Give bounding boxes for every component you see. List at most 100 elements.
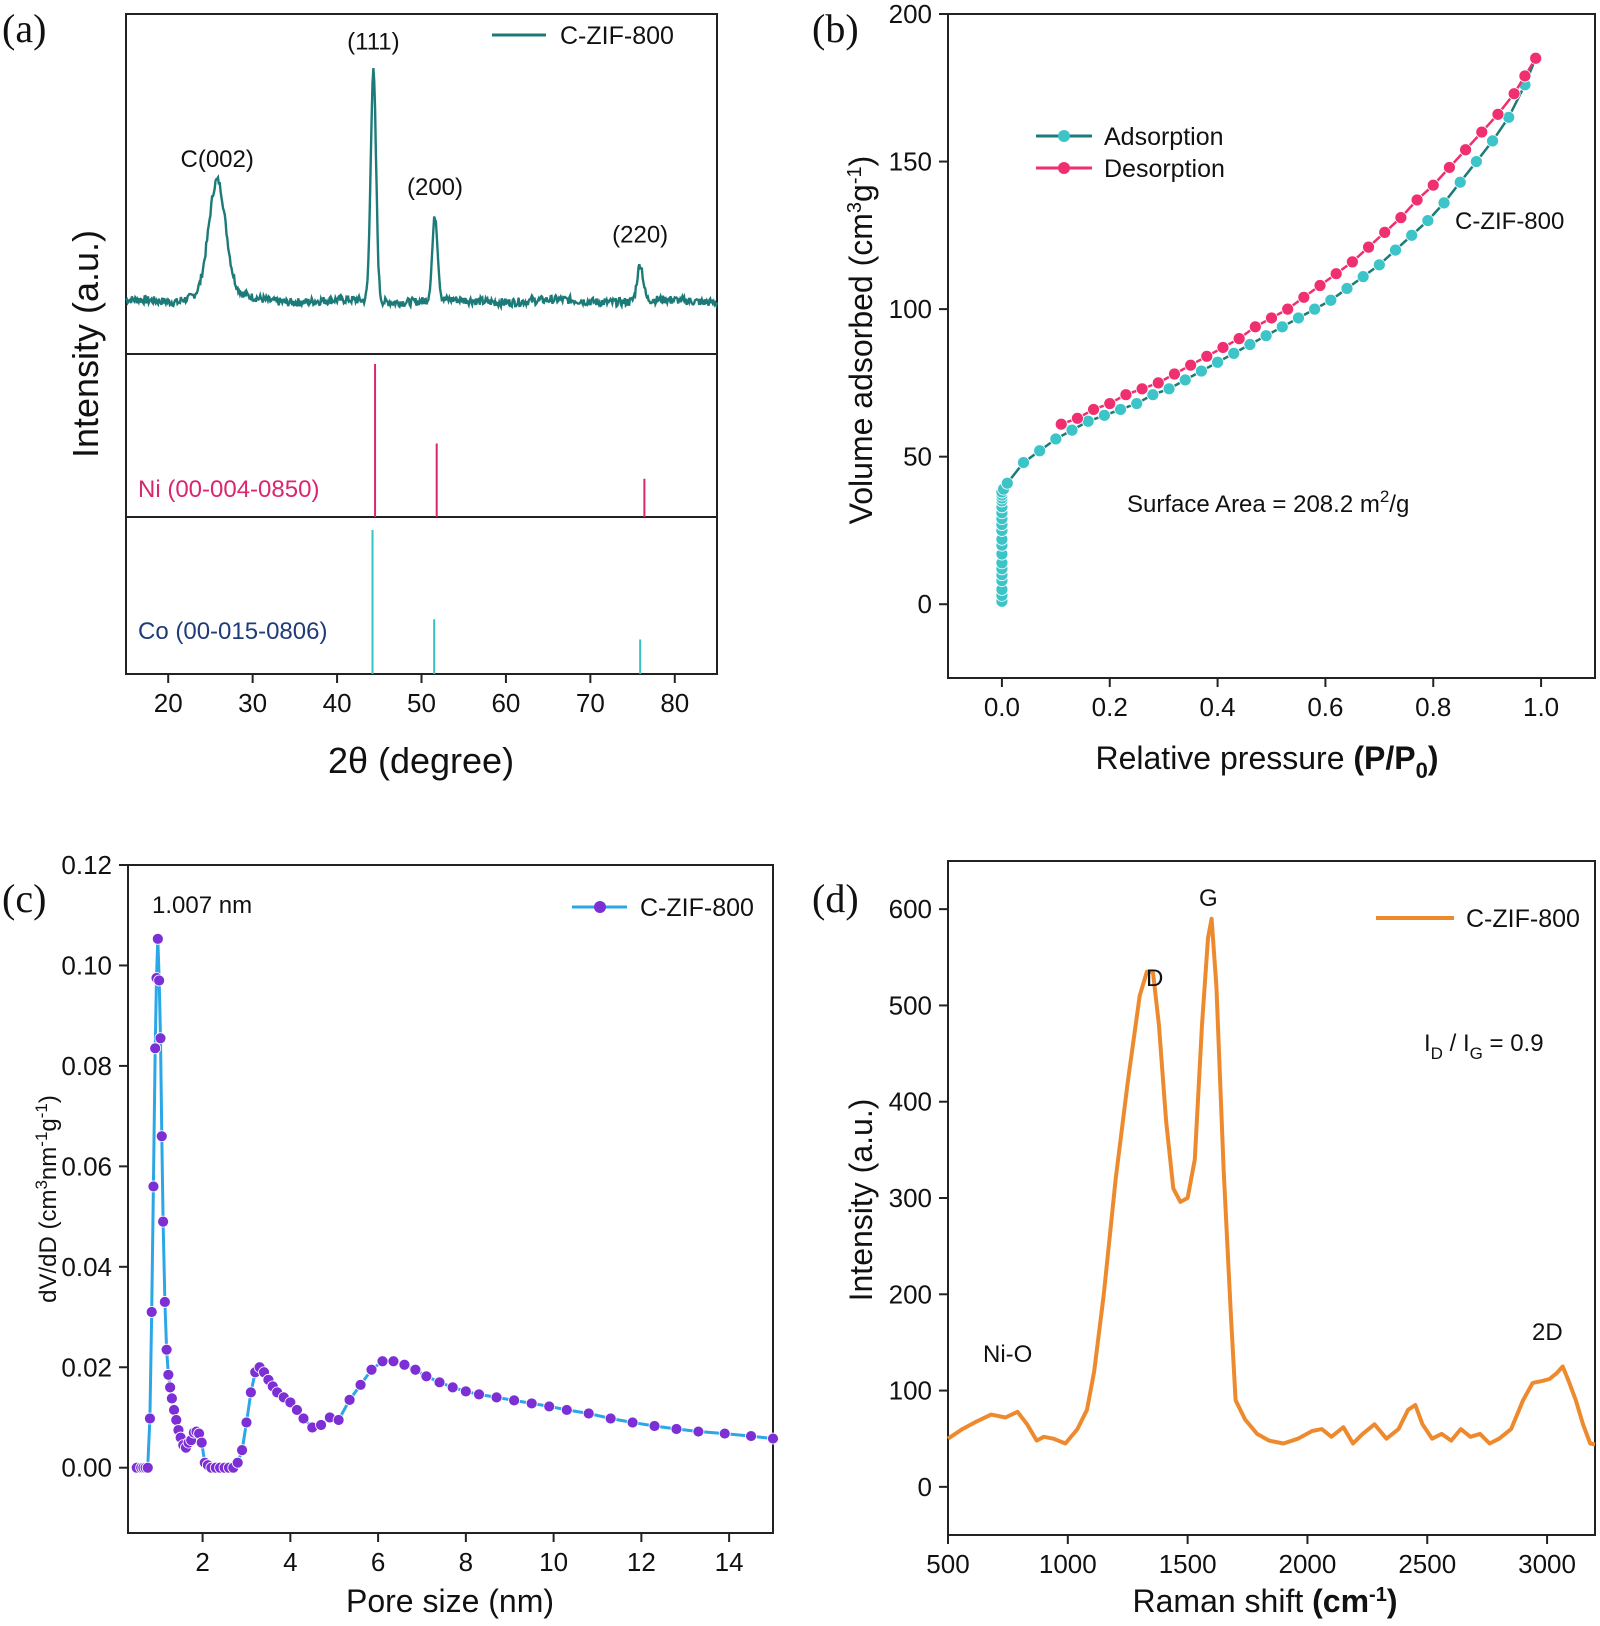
panel-b-y-axis-title: Volume adsorbed (cm3g-1) bbox=[843, 156, 879, 525]
panel-c-data-point bbox=[560, 1404, 573, 1416]
panel-b-x-tick-label: 0.4 bbox=[1200, 692, 1236, 722]
panel-c-data-point bbox=[365, 1363, 378, 1376]
panel-a-ni-reference-label: Ni (00-004-0850) bbox=[138, 476, 319, 503]
panel-c-data-point bbox=[158, 1296, 171, 1308]
panel-c-letter: (c) bbox=[2, 876, 46, 921]
panel-b-data-point bbox=[1502, 110, 1516, 124]
panel-c-data-point bbox=[164, 1381, 177, 1394]
panel-b-data-point bbox=[1130, 397, 1144, 410]
panel-c-x-tick-label: 6 bbox=[371, 1547, 385, 1577]
panel-b-x-tick-label: 0.2 bbox=[1092, 692, 1128, 722]
panel-b-data-point bbox=[1000, 476, 1014, 490]
panel-b-data-point bbox=[1292, 311, 1305, 325]
panel-c-data-point bbox=[354, 1378, 367, 1391]
panel-c-data-point bbox=[543, 1400, 556, 1413]
panel-b-data-point bbox=[1178, 373, 1192, 387]
panel-b-data-point bbox=[1313, 279, 1327, 292]
panel-b-data-point bbox=[1275, 320, 1289, 334]
panel-a-letter: (a) bbox=[2, 6, 46, 51]
panel-b-data-point bbox=[1356, 270, 1370, 284]
panel-b-data-point bbox=[1227, 346, 1241, 360]
panel-d-d-band-label: D bbox=[1146, 965, 1163, 992]
panel-b-data-point bbox=[1065, 423, 1079, 437]
panel-b-letter: (b) bbox=[812, 6, 859, 51]
panel-a-peak-label: (111) bbox=[347, 28, 399, 55]
panel-b-data-point bbox=[1216, 341, 1230, 354]
panel-a-x-tick-label: 20 bbox=[154, 688, 183, 718]
panel-c-data-point bbox=[147, 1180, 160, 1193]
panel-d-y-tick-label: 200 bbox=[889, 1279, 932, 1309]
panel-c-data-point bbox=[409, 1363, 422, 1376]
panel-b-data-point bbox=[1097, 408, 1111, 422]
panel-a-peak-label: C(002) bbox=[181, 146, 254, 173]
panel-b-sample-label: C-ZIF-800 bbox=[1455, 208, 1564, 235]
panel-d-y-tick-label: 300 bbox=[889, 1183, 932, 1213]
panel-b-data-point bbox=[1017, 456, 1030, 469]
panel-b-data-point bbox=[1054, 417, 1068, 431]
panel-c-legend-marker bbox=[594, 901, 606, 913]
panel-c-x-ticks: 2 4 6 8 10 12 14 bbox=[195, 1533, 744, 1577]
panel-b-series-line bbox=[1000, 57, 1537, 602]
panel-c-y-tick-label: 0.00 bbox=[61, 1453, 112, 1483]
panel-b-x-ticks: 0.0 0.2 0.4 0.6 0.8 1.0 bbox=[984, 678, 1559, 722]
panel-b-data-point bbox=[1071, 411, 1084, 425]
panel-b-data-point bbox=[1491, 107, 1505, 121]
panel-b-data-point bbox=[1168, 367, 1181, 381]
panel-b-data-point bbox=[1248, 320, 1262, 334]
panel-c-data-point bbox=[626, 1416, 639, 1429]
panel-b-data-point bbox=[1146, 388, 1160, 402]
panel-c: (c) 2 4 6 8 10 12 14 0.000.020.040.060.080.100… bbox=[2, 850, 779, 1619]
panel-c-x-tick-label: 12 bbox=[627, 1547, 656, 1577]
panel-b-data-point bbox=[1453, 175, 1467, 189]
panel-b-data-point bbox=[1033, 444, 1047, 458]
panel-c-data-point bbox=[343, 1394, 356, 1406]
panel-c-data-point bbox=[297, 1412, 310, 1425]
panel-c-data-point bbox=[157, 1215, 170, 1228]
panel-d-x-tick-label: 500 bbox=[926, 1549, 969, 1579]
panel-c-x-axis-title: Pore size (nm) bbox=[346, 1583, 554, 1619]
panel-b-data-point bbox=[1394, 211, 1408, 225]
panel-a-peak-labels: C(002) (111) (200) (220) bbox=[181, 28, 669, 248]
panel-b-series-line bbox=[1060, 57, 1537, 426]
panel-d-x-ticks: 500 1000 1500 2000 2500 3000 bbox=[926, 1535, 1576, 1579]
panel-b-data-point bbox=[1389, 243, 1402, 257]
panel-d-y-ticks: 0 100 200 300 400 500 600 bbox=[889, 894, 948, 1502]
panel-b-data-point bbox=[1243, 338, 1257, 351]
panel-b-legend-adsorption-label: Adsorption bbox=[1104, 123, 1224, 151]
panel-a-x-tick-label: 70 bbox=[576, 688, 605, 718]
panel-b-y-tick-label: 200 bbox=[889, 0, 932, 29]
panel-b-legend-desorption-label: Desorption bbox=[1104, 155, 1225, 183]
panel-b-data-point bbox=[1195, 364, 1208, 378]
panel-b-legend-desorption-marker bbox=[1058, 162, 1070, 174]
panel-b-data-point bbox=[1507, 87, 1521, 101]
panel-a: (a) C(002) (111) (200) (220) Ni (00-004-085… bbox=[2, 6, 719, 781]
panel-b-data-point bbox=[1340, 282, 1354, 295]
panel-c-data-point bbox=[459, 1385, 472, 1398]
panel-c-data-point bbox=[376, 1355, 389, 1368]
panel-a-reference-lines bbox=[371, 364, 646, 674]
panel-b-data-point bbox=[1443, 161, 1456, 174]
panel-b-y-ticks: 0 50 100 150 200 bbox=[889, 0, 948, 619]
panel-b-data-point bbox=[1184, 358, 1198, 372]
panel-b-data-point bbox=[1135, 382, 1149, 396]
panel-b-x-tick-label: 1.0 bbox=[1523, 692, 1559, 722]
panel-b-x-tick-label: 0.8 bbox=[1415, 692, 1451, 722]
panel-c-data-point bbox=[244, 1386, 257, 1399]
panel-c-data-point bbox=[718, 1427, 731, 1440]
panel-c-data-point bbox=[525, 1397, 538, 1410]
panel-c-data-point bbox=[291, 1404, 303, 1416]
panel-c-data-point bbox=[284, 1396, 297, 1409]
panel-b-data-point bbox=[1281, 302, 1295, 316]
panel-b-x-tick-label: 0.0 bbox=[984, 692, 1020, 722]
panel-d-series bbox=[946, 916, 1596, 1447]
panel-b-data-point bbox=[1211, 355, 1224, 369]
panel-c-legend-label: C-ZIF-800 bbox=[640, 894, 754, 922]
panel-b-series bbox=[995, 51, 1543, 608]
panel-b-data-point bbox=[1151, 376, 1165, 390]
panel-c-x-tick-label: 14 bbox=[715, 1547, 744, 1577]
panel-a-frame bbox=[125, 13, 718, 675]
panel-a-peak-label: (220) bbox=[612, 222, 668, 249]
panel-b-data-point bbox=[1308, 302, 1322, 316]
panel-b-data-point bbox=[1426, 178, 1440, 192]
